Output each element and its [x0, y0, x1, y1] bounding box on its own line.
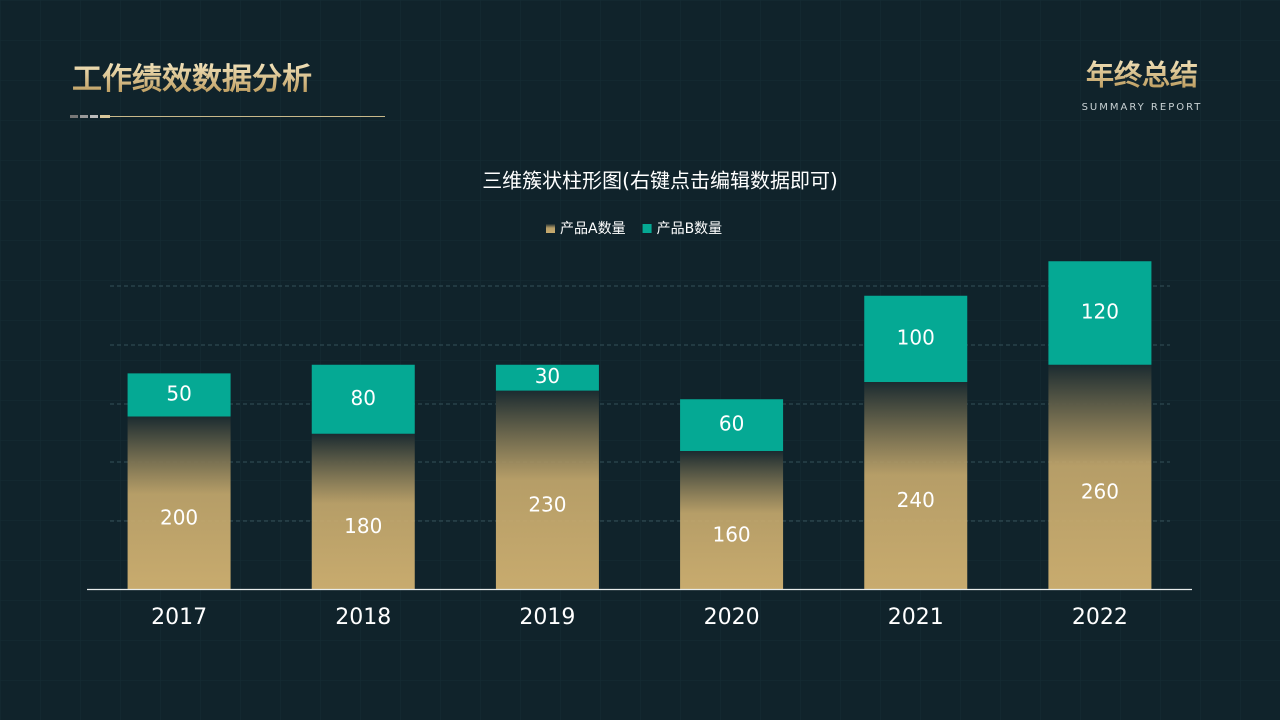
bar-segment — [311, 364, 415, 434]
x-tick-label: 2021 — [888, 605, 944, 630]
bar-segment — [1048, 364, 1152, 589]
bar-segment — [127, 416, 231, 589]
value-label: 60 — [719, 412, 744, 436]
legend-swatch — [642, 224, 652, 233]
x-tick-label: 2020 — [704, 605, 760, 630]
value-label: 80 — [351, 386, 376, 410]
plot: 2017 200 50 2018 180 80 2019 230 30 2020 160 60 2021… — [127, 261, 1152, 630]
value-label: 100 — [897, 325, 935, 349]
x-tick-label: 2017 — [151, 605, 207, 630]
bar-segment — [495, 364, 599, 391]
chart-title: 三维簇状柱形图(右键点击编辑数据即可) — [482, 169, 838, 193]
legend: 产品A数量 产品B数量 — [546, 221, 722, 237]
value-label: 240 — [897, 488, 935, 512]
value-label: 200 — [160, 505, 198, 529]
page-title: 工作绩效数据分析 — [72, 62, 312, 97]
bar-segment — [311, 433, 415, 589]
bar-segment — [495, 390, 599, 589]
bar-segment — [1048, 261, 1152, 365]
logo-subtitle: SUMMARY REPORT — [1082, 102, 1203, 113]
logo: 年终总结 — [1086, 59, 1198, 92]
bar-segment — [127, 373, 231, 417]
value-label: 30 — [535, 364, 560, 388]
grid-decoration — [110, 285, 1170, 522]
value-label: 120 — [1081, 300, 1119, 324]
legend-swatch — [546, 224, 555, 233]
bar-segment — [864, 295, 968, 382]
value-label: 230 — [528, 492, 566, 516]
legend-label: 产品B数量 — [657, 221, 723, 237]
title-underline — [70, 115, 385, 118]
value-label: 180 — [344, 514, 382, 538]
value-label: 260 — [1081, 479, 1119, 503]
legend-label: 产品A数量 — [560, 221, 626, 237]
x-tick-label: 2019 — [519, 605, 575, 630]
value-label: 160 — [712, 523, 750, 547]
bar-segment — [680, 399, 784, 451]
x-tick-label: 2022 — [1072, 605, 1128, 630]
bar-segment — [680, 451, 784, 589]
x-tick-label: 2018 — [335, 605, 391, 630]
bar-segment — [864, 382, 968, 589]
value-label: 50 — [166, 381, 191, 405]
